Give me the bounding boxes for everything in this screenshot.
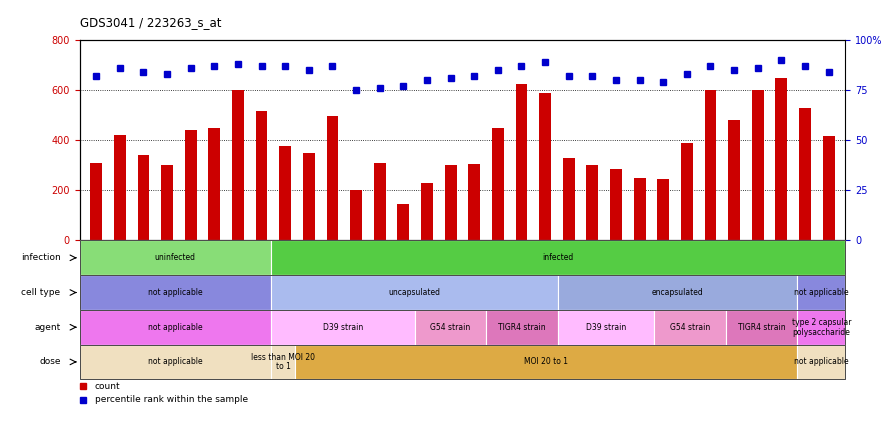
Bar bbox=[516, 84, 527, 241]
Bar bbox=[654, 310, 726, 345]
Text: cell type: cell type bbox=[21, 288, 60, 297]
Bar bbox=[303, 153, 315, 241]
Text: type 2 capsular
polysaccharide: type 2 capsular polysaccharide bbox=[791, 318, 851, 337]
Bar bbox=[558, 275, 797, 310]
Text: GDS3041 / 223263_s_at: GDS3041 / 223263_s_at bbox=[80, 16, 221, 29]
Bar bbox=[80, 241, 271, 275]
Bar bbox=[327, 116, 338, 241]
Bar bbox=[373, 163, 386, 241]
Text: encapsulated: encapsulated bbox=[652, 288, 704, 297]
Bar bbox=[80, 345, 271, 379]
Text: D39 strain: D39 strain bbox=[323, 323, 363, 332]
Text: not applicable: not applicable bbox=[148, 357, 203, 366]
Bar bbox=[271, 345, 295, 379]
Text: G54 strain: G54 strain bbox=[430, 323, 471, 332]
Bar bbox=[271, 275, 558, 310]
Bar bbox=[539, 93, 551, 241]
Bar bbox=[80, 275, 271, 310]
Text: TIGR4 strain: TIGR4 strain bbox=[737, 323, 785, 332]
Bar bbox=[350, 190, 362, 241]
Bar bbox=[726, 310, 797, 345]
Bar bbox=[558, 310, 654, 345]
Text: uninfected: uninfected bbox=[155, 254, 196, 262]
Bar bbox=[468, 164, 481, 241]
Bar bbox=[681, 143, 693, 241]
Bar bbox=[775, 78, 788, 241]
Bar bbox=[610, 169, 622, 241]
Bar bbox=[256, 111, 267, 241]
Bar bbox=[137, 155, 150, 241]
Bar bbox=[728, 120, 740, 241]
Bar bbox=[232, 90, 244, 241]
Bar bbox=[797, 310, 845, 345]
Bar bbox=[397, 204, 409, 241]
Bar bbox=[492, 128, 504, 241]
Text: less than MOI 20
to 1: less than MOI 20 to 1 bbox=[251, 353, 315, 371]
Bar bbox=[563, 158, 574, 241]
Bar bbox=[414, 310, 487, 345]
Bar bbox=[271, 241, 845, 275]
Bar bbox=[658, 179, 669, 241]
Text: not applicable: not applicable bbox=[148, 288, 203, 297]
Bar bbox=[114, 135, 126, 241]
Bar bbox=[634, 178, 645, 241]
Bar bbox=[487, 310, 558, 345]
Bar bbox=[797, 345, 845, 379]
Bar bbox=[421, 183, 433, 241]
Text: agent: agent bbox=[35, 323, 60, 332]
Text: G54 strain: G54 strain bbox=[670, 323, 710, 332]
Text: percentile rank within the sample: percentile rank within the sample bbox=[95, 395, 248, 404]
Bar bbox=[704, 90, 716, 241]
Text: D39 strain: D39 strain bbox=[586, 323, 626, 332]
Bar bbox=[823, 136, 835, 241]
Bar bbox=[587, 165, 598, 241]
Bar bbox=[209, 128, 220, 241]
Bar bbox=[280, 147, 291, 241]
Text: infected: infected bbox=[543, 254, 573, 262]
Text: not applicable: not applicable bbox=[794, 288, 849, 297]
Text: MOI 20 to 1: MOI 20 to 1 bbox=[524, 357, 568, 366]
Bar bbox=[752, 90, 764, 241]
Text: dose: dose bbox=[39, 357, 60, 366]
Bar bbox=[295, 345, 797, 379]
Text: count: count bbox=[95, 381, 120, 391]
Bar bbox=[80, 310, 271, 345]
Bar bbox=[444, 165, 457, 241]
Bar bbox=[799, 107, 811, 241]
Bar bbox=[90, 163, 102, 241]
Bar bbox=[797, 275, 845, 310]
Text: not applicable: not applicable bbox=[794, 357, 849, 366]
Text: uncapsulated: uncapsulated bbox=[389, 288, 441, 297]
Bar bbox=[271, 310, 414, 345]
Text: TIGR4 strain: TIGR4 strain bbox=[498, 323, 546, 332]
Text: infection: infection bbox=[20, 254, 60, 262]
Text: not applicable: not applicable bbox=[148, 323, 203, 332]
Bar bbox=[161, 165, 173, 241]
Bar bbox=[185, 130, 196, 241]
